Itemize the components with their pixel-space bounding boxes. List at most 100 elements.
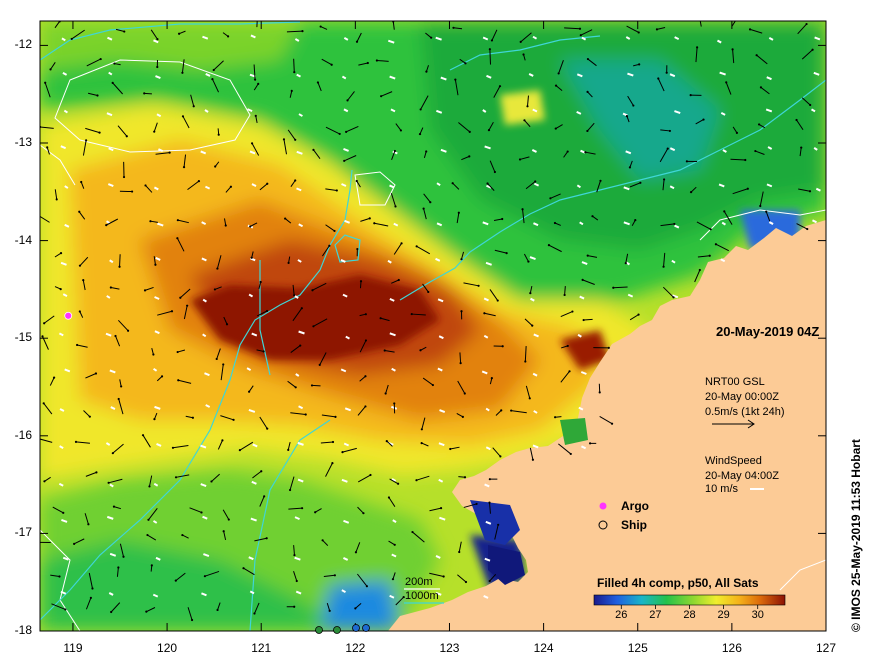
- colorbar-ticks: [620, 605, 759, 609]
- current-arrow-head: [229, 185, 233, 188]
- current-arrow: [457, 380, 466, 394]
- current-arrow-head: [74, 440, 78, 443]
- wind-barb: [669, 185, 675, 190]
- wind-barb: [627, 293, 634, 298]
- current-arrow-head: [113, 62, 116, 65]
- wind-barb: [62, 71, 68, 76]
- current-arrow-head: [34, 541, 36, 543]
- current-arrow-head: [311, 289, 314, 292]
- current-arrow: [317, 82, 322, 92]
- current-arrow-head: [586, 57, 590, 61]
- current-arrow-head: [144, 184, 147, 187]
- current-arrow-head: [549, 197, 552, 200]
- wind-barb: [251, 332, 258, 337]
- current-arrow: [313, 318, 328, 327]
- current-arrow-head: [266, 427, 269, 430]
- wind-barb: [391, 367, 396, 372]
- current-arrow-head: [584, 151, 587, 154]
- wind-barb: [247, 108, 253, 113]
- current-arrow: [220, 364, 224, 381]
- current-arrow-head: [224, 224, 227, 227]
- current-arrow: [429, 572, 444, 578]
- colorbar-title: Filled 4h comp, p50, All Sats: [597, 576, 759, 590]
- wind-barb: [343, 442, 350, 447]
- wind-barb: [250, 517, 257, 522]
- current-arrow: [360, 217, 370, 222]
- current-arrow-head: [624, 262, 627, 265]
- wind-barb: [250, 34, 256, 39]
- current-arrow: [801, 97, 811, 106]
- x-tick-label: 123: [439, 641, 460, 655]
- current-arrow-head: [709, 228, 712, 231]
- current-arrow: [561, 345, 568, 349]
- wind-barb: [485, 520, 492, 525]
- current-arrow-head: [117, 397, 120, 401]
- current-arrow-head: [78, 210, 81, 213]
- current-arrow-head: [111, 452, 114, 455]
- current-arrow: [314, 508, 322, 513]
- wind-barb: [343, 519, 350, 524]
- current-arrow: [625, 253, 629, 264]
- wind-barb: [674, 224, 680, 229]
- wind-barb: [109, 552, 117, 557]
- current-arrow-head: [333, 574, 336, 577]
- current-arrow: [326, 602, 331, 611]
- current-arrow-head: [588, 442, 592, 445]
- wind-barb: [485, 446, 491, 451]
- current-arrow-head: [625, 114, 629, 118]
- current-arrow: [321, 414, 336, 418]
- wind-barb: [62, 556, 69, 561]
- current-arrow-head: [80, 180, 83, 184]
- current-arrow: [345, 125, 359, 133]
- current-arrow: [627, 95, 634, 106]
- current-arrow: [520, 32, 532, 43]
- wind-barb: [60, 590, 67, 595]
- wind-barb: [342, 557, 349, 561]
- current-arrow-head: [288, 488, 292, 492]
- land-mass: [388, 220, 826, 631]
- current-arrow-head: [632, 104, 635, 107]
- current-arrow-head: [493, 170, 496, 174]
- current-arrow: [558, 443, 572, 455]
- current-arrow: [525, 385, 531, 399]
- wind-barb: [579, 295, 585, 300]
- y-tick-label: -12: [14, 37, 32, 52]
- current-arrow: [657, 78, 665, 92]
- wind-barb: [155, 257, 161, 261]
- current-arrow-head: [112, 505, 116, 508]
- wind-barb: [392, 150, 398, 155]
- current-arrow-head: [591, 215, 594, 218]
- current-arrow: [456, 212, 460, 224]
- current-arrow-head: [364, 375, 367, 378]
- current-arrow-head: [662, 265, 665, 268]
- wind-barb: [294, 556, 301, 561]
- current-arrow-head: [216, 608, 219, 612]
- current-arrow-head: [425, 150, 428, 153]
- current-arrow-head: [265, 537, 268, 540]
- current-arrow: [395, 123, 402, 131]
- wind-barb: [298, 330, 305, 335]
- current-arrow: [40, 126, 54, 129]
- current-arrow: [110, 602, 121, 613]
- wind-barb: [529, 256, 536, 260]
- current-arrow-head: [221, 439, 224, 442]
- wind-barb: [576, 73, 583, 78]
- wind-barb: [625, 36, 631, 40]
- current-arrow-head: [708, 254, 711, 257]
- wind-barb: [248, 409, 256, 413]
- wind-barb: [251, 480, 257, 485]
- current-arrow: [765, 211, 771, 222]
- current-arrow-head: [483, 312, 486, 315]
- current-arrow-head: [287, 261, 290, 265]
- current-arrow: [423, 193, 431, 203]
- current-arrow: [253, 83, 259, 91]
- current-arrow: [629, 160, 633, 168]
- current-arrow: [564, 286, 566, 295]
- current-arrow: [580, 29, 593, 36]
- current-arrow: [259, 416, 268, 429]
- current-arrow-head: [225, 323, 229, 326]
- wind-barb: [298, 113, 303, 117]
- current-arrow-head: [211, 77, 214, 81]
- wind-barb: [532, 372, 538, 377]
- current-arrow-head: [226, 35, 230, 38]
